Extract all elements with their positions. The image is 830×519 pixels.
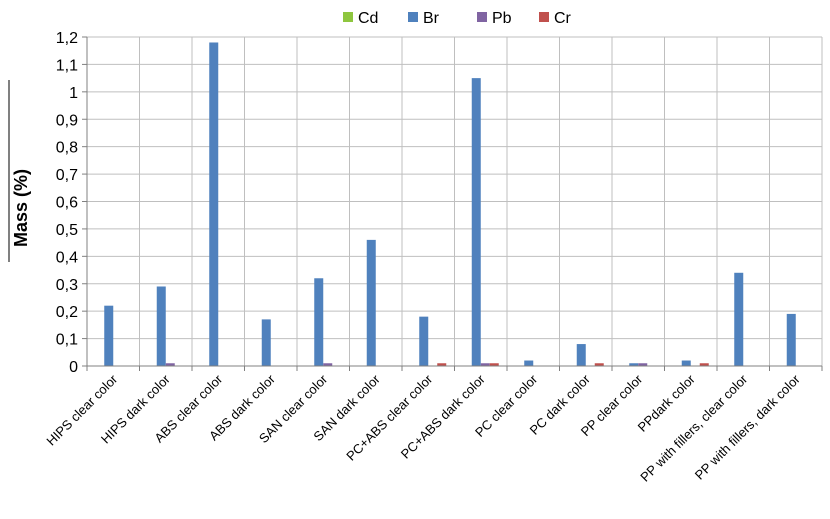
x-category-label: PP with fillers, clear color [637, 371, 751, 485]
bar-br [681, 360, 691, 366]
y-tick-label: 1,2 [56, 30, 78, 47]
bar-br [576, 344, 586, 366]
gridlines [87, 36, 823, 366]
x-category-label: PP with fillers, dark color [692, 371, 804, 483]
bar-br [629, 363, 639, 366]
bar-br [104, 305, 114, 366]
y-tick-label: 0,4 [56, 249, 78, 266]
legend-swatch-cd [343, 12, 353, 22]
bar-pb [165, 363, 175, 366]
bar-pb [638, 363, 648, 366]
bar-cr [437, 363, 447, 366]
axes [86, 37, 823, 371]
y-tick-label: 0 [69, 359, 78, 376]
bar-br [209, 42, 219, 366]
bar-cr [489, 363, 499, 366]
legend-label-pb: Pb [492, 10, 512, 27]
legend-label-cd: Cd [358, 10, 378, 27]
bar-cr [594, 363, 604, 366]
legend-swatch-br [408, 12, 418, 22]
bar-br [419, 316, 429, 366]
legend-label-cr: Cr [554, 10, 572, 27]
y-tick-label: 0,1 [56, 332, 78, 349]
legend-label-br: Br [423, 10, 440, 27]
bar-br [156, 286, 166, 366]
y-tick-label: 0,7 [56, 167, 78, 184]
bar-br [261, 319, 271, 366]
y-tick-label: 0,8 [56, 140, 78, 157]
y-tick-label: 1 [69, 85, 78, 102]
legend-swatch-pb [477, 12, 487, 22]
bar-pb [323, 363, 333, 366]
y-axis-ticks: 0 0,1 0,2 0,3 0,4 0,5 0,6 0,7 0,8 0,9 1 1,1 1,2 [56, 30, 87, 376]
bar-br [471, 78, 481, 366]
legend: Cd Br Pb Cr [343, 10, 572, 27]
y-tick-label: 0,6 [56, 195, 78, 212]
bars [104, 42, 796, 366]
y-tick-label: 0,5 [56, 222, 78, 239]
bar-br [734, 272, 744, 366]
x-category-label: PC+ABS clear color [343, 371, 436, 464]
bar-br [786, 313, 796, 366]
bar-pb [480, 363, 490, 366]
y-axis-label: Mass (%) [11, 169, 31, 247]
y-tick-label: 0,9 [56, 112, 78, 129]
bar-br [314, 278, 324, 366]
y-tick-label: 1,1 [56, 57, 78, 74]
legend-swatch-cr [539, 12, 549, 22]
y-tick-label: 0,2 [56, 304, 78, 321]
bar-cr [699, 363, 709, 366]
bar-br [366, 239, 376, 366]
y-tick-label: 0,3 [56, 277, 78, 294]
bar-br [524, 360, 534, 366]
